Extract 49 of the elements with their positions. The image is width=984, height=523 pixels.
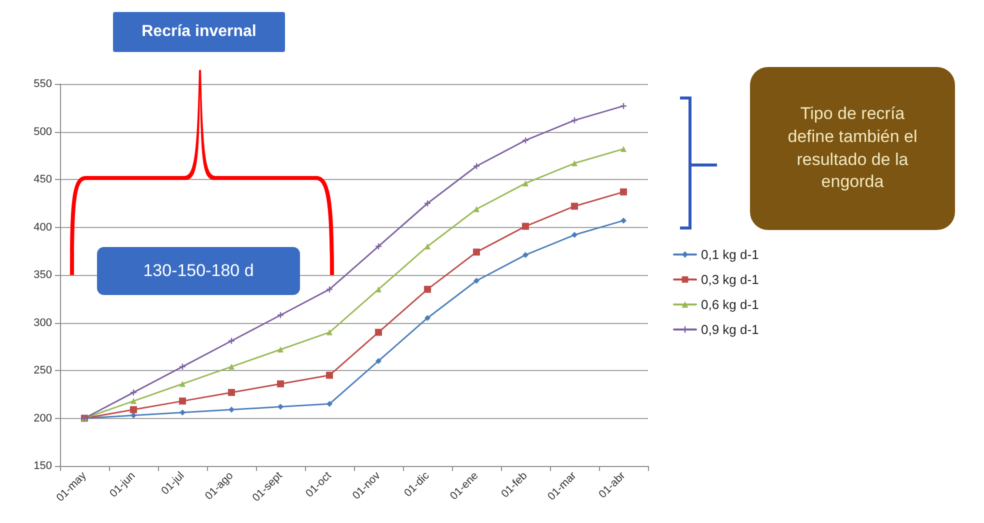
point (424, 286, 431, 293)
point (620, 188, 627, 196)
point (326, 372, 333, 379)
point (474, 278, 480, 284)
point (130, 398, 136, 404)
y-tick-label: 350 (34, 269, 52, 281)
y-tick-label: 550 (34, 78, 52, 90)
point (278, 404, 284, 410)
y-tick-label: 400 (34, 221, 52, 234)
point (522, 137, 528, 144)
y-tick-label: 250 (34, 364, 52, 376)
point (375, 328, 382, 336)
point (326, 286, 332, 292)
point (179, 398, 186, 405)
point (571, 202, 578, 210)
point (424, 314, 430, 321)
point (180, 364, 186, 370)
point (424, 243, 430, 250)
point (522, 180, 528, 186)
point (522, 252, 528, 258)
y-tick-label: 500 (34, 126, 52, 138)
y-tick-label: 450 (34, 174, 52, 186)
legend-label: 0,3 kg d-1 (701, 272, 759, 287)
point (326, 400, 332, 407)
point (130, 406, 137, 414)
point (473, 248, 480, 256)
point (522, 222, 529, 230)
y-tick-label: 150 (34, 460, 52, 472)
point (572, 117, 578, 124)
point (572, 160, 578, 166)
legend-label: 0,6 kg d-1 (701, 297, 759, 312)
point (376, 358, 382, 364)
legend-label: 0,1 kg d-1 (701, 247, 759, 262)
point (474, 206, 480, 212)
legend-label: 0,9 kg d-1 (701, 322, 759, 337)
y-tick-label: 300 (34, 316, 52, 329)
point (180, 380, 186, 387)
point (620, 146, 626, 152)
point (620, 218, 626, 224)
point (277, 380, 284, 388)
point (326, 329, 332, 336)
point (376, 286, 382, 292)
point (228, 406, 234, 413)
y-tick-label: 200 (34, 412, 52, 424)
point (180, 410, 186, 416)
point (228, 388, 235, 396)
point (228, 364, 234, 370)
point (572, 232, 578, 238)
point (278, 346, 284, 352)
